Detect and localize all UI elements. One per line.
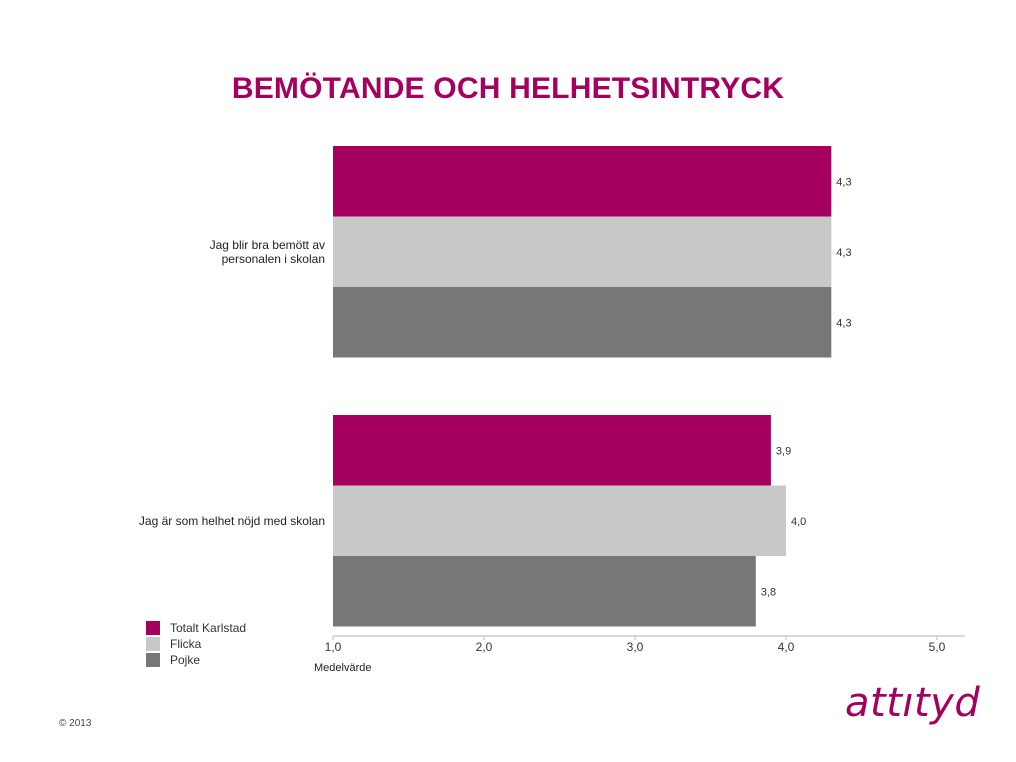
x-tick-label-1: 2,0: [476, 640, 493, 654]
data-label-0-1: 4,3: [836, 247, 851, 259]
bar-0-2: [333, 287, 832, 358]
page-title: BEMÖTANDE OCH HELHETSINTRYCK: [231, 72, 785, 105]
data-label-0-2: 4,3: [836, 317, 851, 329]
data-label-1-1: 4,0: [791, 516, 806, 528]
category-label-0-1: personalen i skolan: [222, 252, 325, 266]
bar-1-2: [333, 556, 756, 627]
data-label-0-0: 4,3: [836, 176, 851, 188]
bar-1-0: [333, 415, 771, 486]
x-tick-label-3: 4,0: [778, 640, 795, 654]
legend-swatch-2: [146, 653, 160, 667]
x-tick-label-2: 3,0: [627, 640, 644, 654]
x-tick-label-4: 5,0: [929, 640, 946, 654]
category-label-1-0: Jag är som helhet nöjd med skolan: [139, 514, 325, 528]
legend-swatch-0: [146, 621, 160, 635]
x-tick-label-0: 1,0: [325, 640, 342, 654]
bar-1-1: [333, 485, 786, 556]
bar-0-1: [333, 216, 832, 287]
legend-label-1: Flicka: [170, 637, 202, 651]
copyright-text: © 2013: [59, 718, 92, 729]
brand-logo: attıtyd: [845, 680, 981, 726]
legend-swatch-1: [146, 637, 160, 651]
bar-0-0: [333, 146, 832, 217]
x-axis-title: Medelvärde: [314, 662, 371, 674]
legend-label-0: Totalt Karlstad: [170, 621, 246, 635]
legend-label-2: Pojke: [170, 653, 200, 667]
category-label-0-0: Jag blir bra bemött av: [210, 238, 325, 252]
data-label-1-2: 3,8: [761, 586, 776, 598]
data-label-1-0: 3,9: [776, 445, 791, 457]
